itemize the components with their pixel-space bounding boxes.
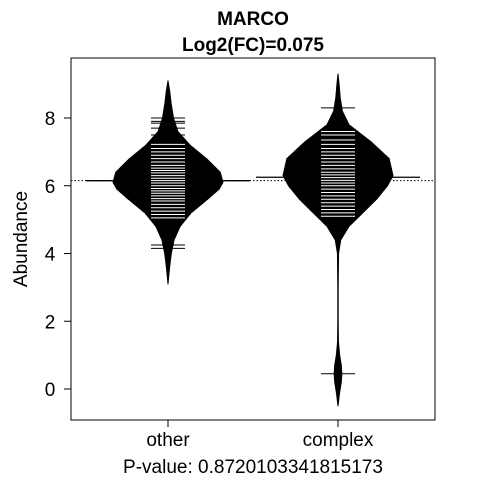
density-shape (112, 80, 224, 285)
density-shape (282, 73, 394, 407)
y-tick-label: 4 (45, 245, 56, 266)
plot-frame (70, 57, 436, 421)
x-tick-label: complex (303, 430, 374, 451)
bean-complex (256, 73, 420, 407)
chart-subtitle: Log2(FC)=0.075 (182, 35, 324, 56)
y-tick-label: 6 (45, 177, 56, 198)
chart-title: MARCO (217, 9, 289, 30)
plot-area (71, 73, 435, 407)
x-tick-label: other (146, 430, 190, 451)
y-tick-label: 2 (45, 312, 56, 333)
y-axis: 0 2 4 6 8 (45, 109, 72, 401)
y-tick-label: 0 (45, 380, 56, 401)
y-tick-label: 8 (45, 109, 56, 130)
bean-other (86, 80, 250, 285)
x-axis-label: P-value: 0.8720103341815173 (123, 457, 383, 478)
y-axis-label: Abundance (11, 191, 32, 287)
x-axis: other complex (146, 419, 374, 451)
